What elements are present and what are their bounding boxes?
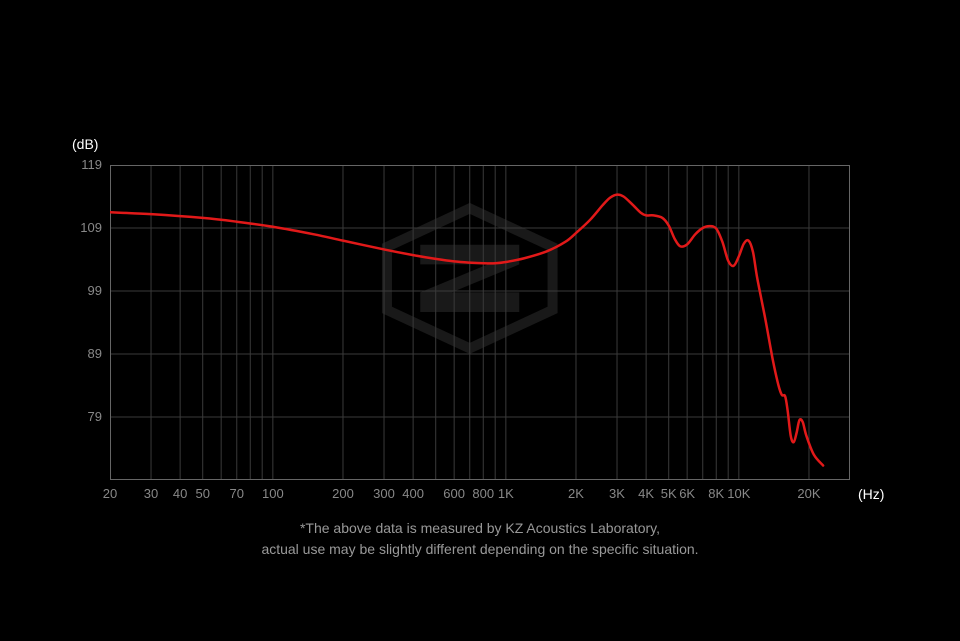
x-tick-label: 3K (609, 486, 625, 501)
x-tick-label: 20K (797, 486, 820, 501)
x-tick-label: 30 (144, 486, 158, 501)
x-tick-label: 4K (638, 486, 654, 501)
x-tick-label: 8K (708, 486, 724, 501)
x-tick-label: 200 (332, 486, 354, 501)
x-tick-label: 400 (402, 486, 424, 501)
footnote-line2: actual use may be slightly different dep… (261, 541, 698, 557)
x-tick-label: 50 (195, 486, 209, 501)
x-tick-label: 70 (230, 486, 244, 501)
y-axis-title: (dB) (72, 136, 98, 152)
x-tick-label: 800 (472, 486, 494, 501)
y-tick-label: 89 (72, 346, 102, 361)
x-axis-title: (Hz) (858, 486, 884, 502)
chart-container: (dB) (Hz) *The above data is measured by… (0, 0, 960, 641)
y-tick-label: 109 (72, 220, 102, 235)
x-tick-label: 2K (568, 486, 584, 501)
x-tick-label: 10K (727, 486, 750, 501)
y-tick-label: 99 (72, 283, 102, 298)
x-tick-label: 40 (173, 486, 187, 501)
y-tick-label: 119 (72, 157, 102, 172)
x-tick-label: 1K (498, 486, 514, 501)
x-tick-label: 100 (262, 486, 284, 501)
footnote: *The above data is measured by KZ Acoust… (0, 518, 960, 560)
x-tick-label: 6K (679, 486, 695, 501)
frequency-response-plot (110, 165, 850, 480)
x-tick-label: 20 (103, 486, 117, 501)
footnote-line1: *The above data is measured by KZ Acoust… (300, 520, 660, 536)
x-tick-label: 600 (443, 486, 465, 501)
y-tick-label: 79 (72, 409, 102, 424)
x-tick-label: 300 (373, 486, 395, 501)
x-tick-label: 5K (661, 486, 677, 501)
